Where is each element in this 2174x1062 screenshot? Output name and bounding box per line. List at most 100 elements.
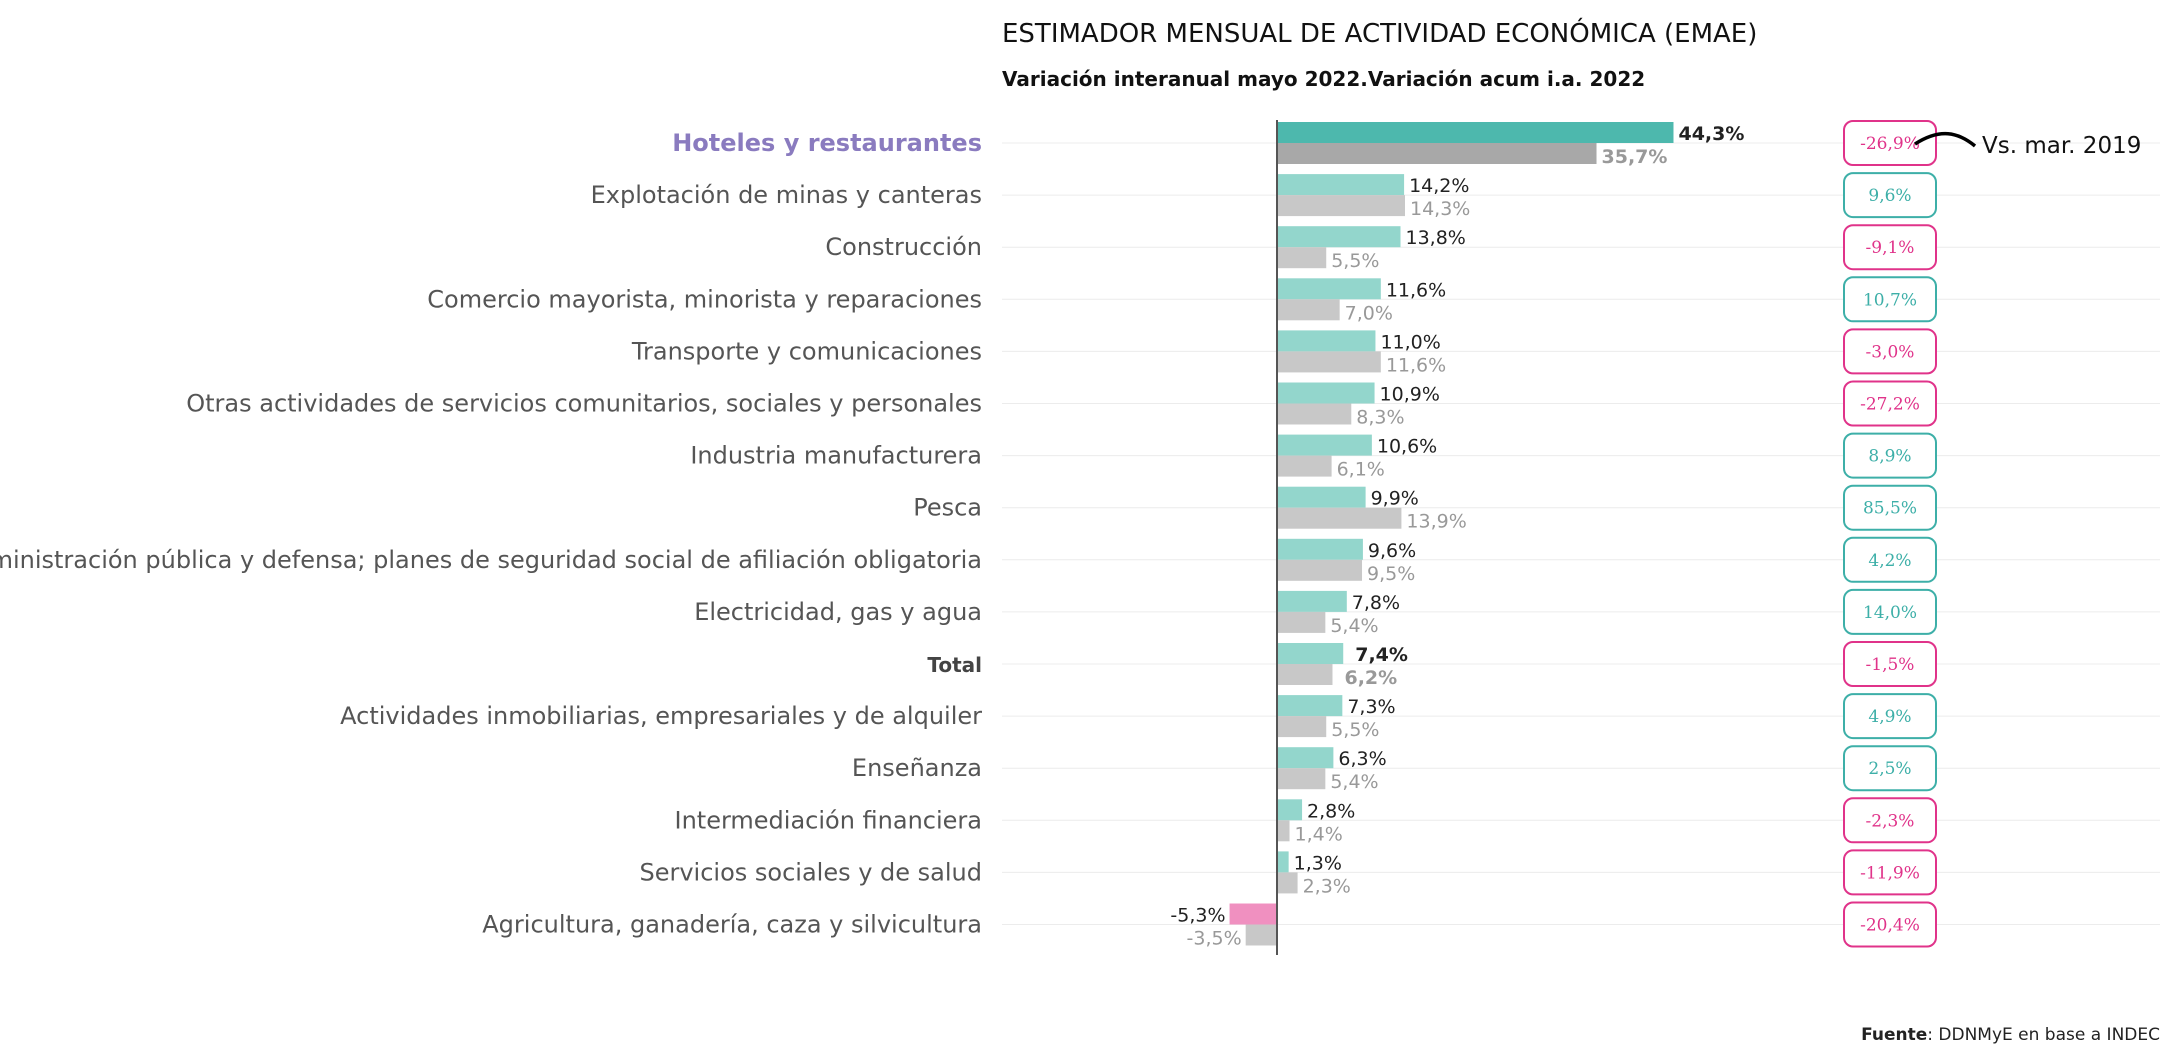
badge-value: 4,9% <box>1868 707 1911 727</box>
category-label: Construcción <box>825 233 982 261</box>
value-label-series-2: 6,2% <box>1344 667 1397 689</box>
badge-box <box>1843 120 1937 166</box>
badge-value: -9,1% <box>1866 238 1915 258</box>
bar-series-2 <box>1277 195 1405 217</box>
bar-series-2 <box>1277 559 1363 581</box>
category-label: Hoteles y restaurantes <box>672 129 982 157</box>
value-label-series-2: 2,3% <box>1303 875 1351 897</box>
bar-series-2 <box>1277 820 1290 842</box>
value-label-series-1: 9,6% <box>1368 540 1416 562</box>
badge-value: -11,9% <box>1860 863 1920 883</box>
badge-value: 4,2% <box>1868 551 1911 571</box>
badge-box <box>1843 380 1937 427</box>
category-label: Electricidad, gas y agua <box>694 598 982 626</box>
badge-box <box>1843 432 1937 479</box>
value-label-series-1: 7,4% <box>1355 644 1408 666</box>
bar-series-1 <box>1277 434 1372 456</box>
bar-series-1 <box>1277 486 1366 508</box>
value-label-series-1: 2,8% <box>1307 800 1355 822</box>
badge-box <box>1843 641 1937 687</box>
category-label: Administración pública y defensa; planes… <box>0 546 982 574</box>
bar-series-2 <box>1277 664 1333 685</box>
category-label: Explotación de minas y canteras <box>591 181 982 209</box>
bar-series-1 <box>1277 122 1674 143</box>
bar-series-1 <box>1277 330 1376 352</box>
badge-box <box>1843 849 1937 896</box>
category-label: Pesca <box>913 494 982 522</box>
value-label-series-2: 6,1% <box>1337 459 1385 481</box>
bar-series-2 <box>1277 351 1381 373</box>
labels-layer: Hoteles y restaurantes 44,3% 35,7% Explotac… <box>0 123 1744 950</box>
bar-series-1 <box>1277 174 1405 196</box>
annotation: Vs. mar. 2019 <box>1914 131 2141 159</box>
category-label: Agricultura, ganadería, caza y silvicult… <box>482 911 982 939</box>
bar-series-2 <box>1277 247 1327 269</box>
badge-value: -1,5% <box>1866 655 1915 675</box>
badge-value: 2,5% <box>1868 759 1911 779</box>
value-label-series-2: 13,9% <box>1406 511 1466 533</box>
badge-value: -3,0% <box>1866 342 1915 362</box>
value-label-series-2: 7,0% <box>1345 302 1393 324</box>
value-label-series-2: 1,4% <box>1295 823 1343 845</box>
badge-value: -26,9% <box>1860 134 1920 154</box>
badge-box <box>1843 276 1937 323</box>
badge-box <box>1843 901 1937 948</box>
badge-value: 85,5% <box>1863 499 1917 519</box>
badge-box <box>1843 536 1937 583</box>
category-label: Enseñanza <box>852 754 982 782</box>
value-label-series-1: 13,8% <box>1406 227 1466 249</box>
value-label-series-2: 5,5% <box>1331 719 1379 741</box>
category-label: Actividades inmobiliarias, empresariales… <box>340 702 982 730</box>
value-label-series-1: 10,6% <box>1377 436 1437 458</box>
badge-box <box>1843 328 1937 375</box>
badges-layer: -26,9% 9,6% -9,1% 10,7% -3,0% -27,2% 8,9% 85,5%… <box>1843 120 1937 948</box>
value-label-series-2: 8,3% <box>1356 407 1404 429</box>
badge-box <box>1843 224 1937 271</box>
badge-box <box>1843 797 1937 844</box>
badge-value: -20,4% <box>1860 916 1920 936</box>
bar-series-2 <box>1277 716 1327 738</box>
value-label-series-1: 9,9% <box>1371 488 1419 510</box>
bar-series-2 <box>1277 872 1298 894</box>
bar-series-1 <box>1229 903 1277 925</box>
badge-value: 14,0% <box>1863 603 1917 623</box>
badge-value: 9,6% <box>1868 186 1911 206</box>
value-label-series-2: 5,4% <box>1330 771 1378 793</box>
value-label-series-1: 11,6% <box>1386 279 1446 301</box>
badge-box <box>1843 172 1937 219</box>
bar-series-1 <box>1277 226 1401 248</box>
annotation-text: Vs. mar. 2019 <box>1982 133 2141 159</box>
badge-value: 8,9% <box>1868 447 1911 467</box>
value-label-series-1: 44,3% <box>1678 123 1744 145</box>
category-label: Industria manufacturera <box>690 442 982 470</box>
value-label-series-1: 1,3% <box>1294 852 1342 874</box>
value-label-series-2: 9,5% <box>1367 563 1415 585</box>
chart-title: ESTIMADOR MENSUAL DE ACTIVIDAD ECONÓMICA… <box>1002 17 1757 49</box>
bar-series-1 <box>1277 382 1375 404</box>
bar-series-2 <box>1277 768 1326 790</box>
bar-series-1 <box>1277 747 1334 769</box>
value-label-series-1: 14,2% <box>1409 175 1469 197</box>
bar-series-2 <box>1277 299 1340 321</box>
bar-series-2 <box>1277 507 1402 529</box>
badge-value: 10,7% <box>1863 290 1917 310</box>
bar-series-1 <box>1277 851 1289 873</box>
source-text: : DDNMyE en base a INDEC <box>1927 1025 2160 1045</box>
value-label-series-1: 10,9% <box>1380 384 1440 406</box>
badge-value: -27,2% <box>1860 395 1920 415</box>
category-label: Transporte y comunicaciones <box>631 337 982 365</box>
gridlines <box>1002 142 2160 925</box>
bar-series-2 <box>1277 143 1597 164</box>
badge-value: -2,3% <box>1866 811 1915 831</box>
value-label-series-2: 35,7% <box>1602 146 1668 168</box>
value-label-series-2: -3,5% <box>1187 928 1242 950</box>
category-label: Intermediación financiera <box>675 806 983 834</box>
value-label-series-2: 5,5% <box>1331 250 1379 272</box>
bar-series-2 <box>1277 455 1332 477</box>
badge-box <box>1843 693 1937 740</box>
bar-series-1 <box>1277 278 1381 300</box>
chart-subtitle: Variación interanual mayo 2022.Variación… <box>1002 67 1645 91</box>
bar-series-1 <box>1277 695 1343 717</box>
badge-box <box>1843 745 1937 792</box>
